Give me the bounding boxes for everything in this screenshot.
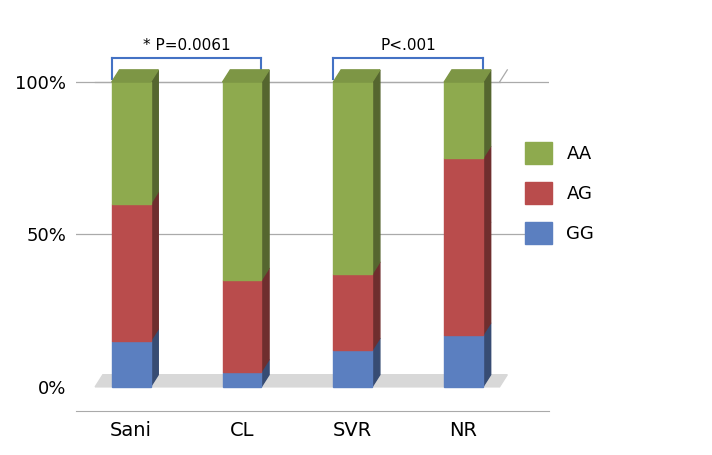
Polygon shape xyxy=(372,70,380,274)
Bar xyxy=(333,274,372,350)
Bar xyxy=(112,82,150,204)
Text: P<.001: P<.001 xyxy=(380,38,436,53)
Polygon shape xyxy=(483,323,491,387)
Bar xyxy=(333,350,372,387)
Polygon shape xyxy=(261,359,269,387)
Bar xyxy=(112,341,150,387)
Polygon shape xyxy=(483,70,491,158)
Bar xyxy=(444,82,483,158)
Text: * P=0.0061: * P=0.0061 xyxy=(142,38,231,53)
Polygon shape xyxy=(150,70,158,204)
Bar xyxy=(444,335,483,387)
Polygon shape xyxy=(112,70,158,82)
Polygon shape xyxy=(261,268,269,372)
Polygon shape xyxy=(483,146,491,335)
Polygon shape xyxy=(444,70,491,82)
Bar xyxy=(112,204,150,341)
Bar xyxy=(223,372,261,387)
Polygon shape xyxy=(150,192,158,341)
Bar xyxy=(223,82,261,280)
Bar xyxy=(223,280,261,372)
Polygon shape xyxy=(261,70,269,280)
Bar xyxy=(333,82,372,274)
Polygon shape xyxy=(333,70,380,82)
Legend: AA, AG, GG: AA, AG, GG xyxy=(518,135,602,252)
Polygon shape xyxy=(95,375,508,387)
Polygon shape xyxy=(150,329,158,387)
Polygon shape xyxy=(372,338,380,387)
Bar xyxy=(444,158,483,335)
Polygon shape xyxy=(372,262,380,350)
Polygon shape xyxy=(223,70,269,82)
